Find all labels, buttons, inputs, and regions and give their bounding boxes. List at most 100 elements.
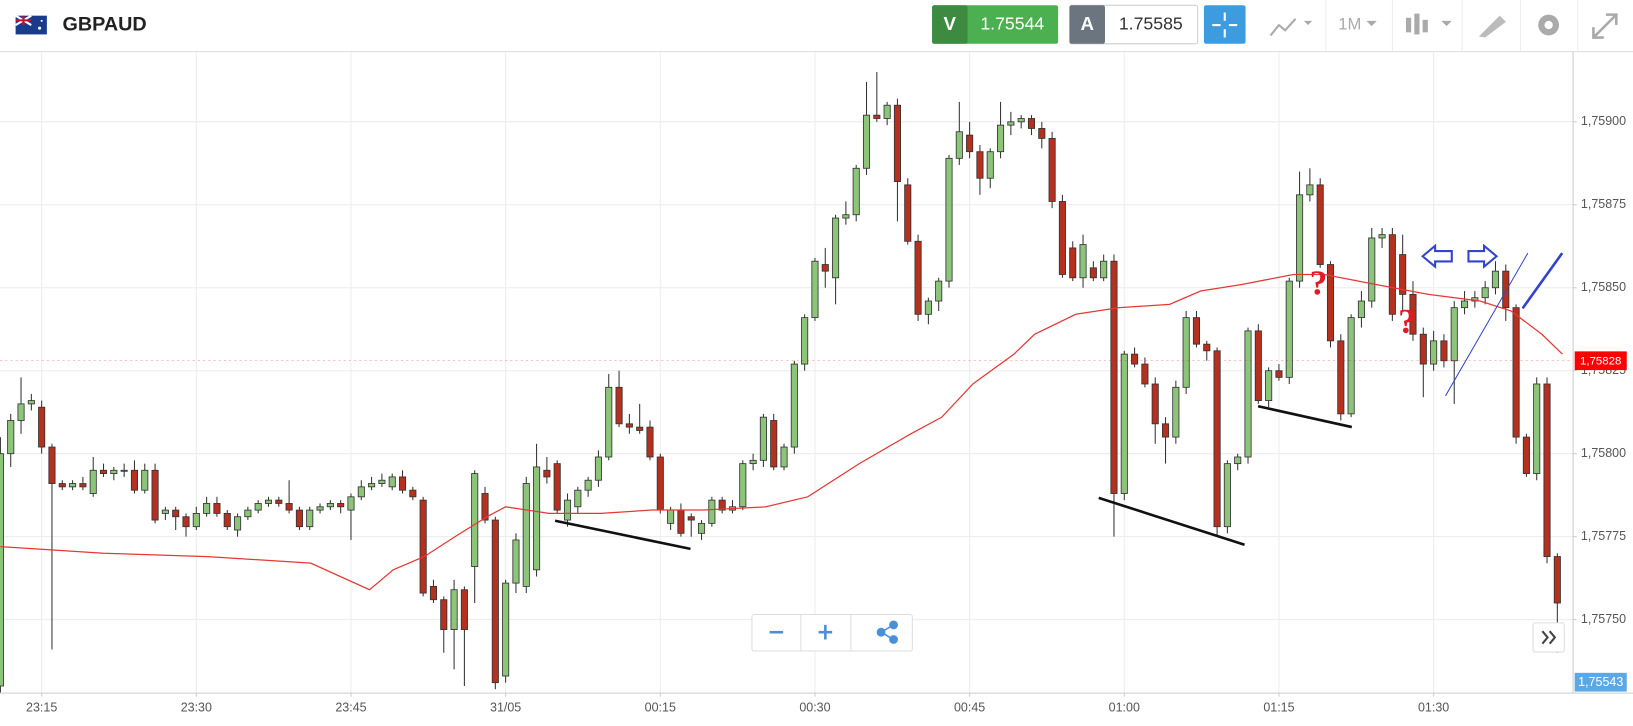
timeframe[interactable]: 1M (1338, 14, 1361, 33)
candle-body (1285, 280, 1293, 378)
candle-body (1275, 370, 1283, 378)
x-tick-label: 00:30 (799, 701, 830, 715)
candle-body (1357, 300, 1365, 319)
candle-body (79, 483, 87, 488)
candle-body (739, 463, 747, 508)
candle-body (574, 489, 582, 508)
candle-body (924, 300, 932, 315)
candle-body (1316, 184, 1324, 265)
plot (0, 72, 1573, 693)
candle-body (543, 469, 551, 478)
candle-body (440, 599, 448, 630)
question-mark: ? (1398, 301, 1416, 341)
candle-body (141, 469, 149, 491)
candle-body (419, 499, 427, 594)
candle-body (357, 486, 365, 498)
candle-body (27, 400, 35, 405)
candle-body (605, 386, 613, 458)
scroll-end-button[interactable] (1532, 622, 1565, 653)
candle-body (429, 586, 438, 601)
candle-body (388, 476, 396, 488)
candle-body (1254, 330, 1262, 401)
left-arrow (1420, 243, 1453, 269)
candle-body (38, 406, 46, 448)
crosshair-button[interactable] (1203, 5, 1246, 44)
candle-body (553, 463, 561, 511)
zoom-in[interactable] (818, 624, 833, 640)
bid-tag: 1,75543 (1574, 672, 1627, 692)
candle-body (1543, 383, 1551, 557)
candle-body (1481, 287, 1489, 299)
x-tick-label: 01:00 (1109, 701, 1140, 715)
candle-body (1430, 340, 1438, 365)
candle-body (7, 420, 15, 455)
candle-body (811, 260, 819, 319)
candle-body (130, 469, 138, 491)
candle-body (1069, 247, 1077, 279)
candle-body (398, 476, 407, 491)
candle-body (1368, 237, 1376, 302)
candle-body (502, 582, 510, 677)
candle-body (1213, 350, 1221, 528)
question-mark: ? (1310, 263, 1328, 303)
x-tick-label: 23:15 (26, 701, 57, 715)
candle-body (460, 589, 468, 630)
indicator-button[interactable] (1269, 18, 1313, 37)
settings-button[interactable] (1538, 14, 1560, 36)
candle-body (801, 317, 809, 365)
candle-body (759, 416, 767, 461)
candle-body (594, 456, 602, 481)
candle-body (656, 456, 664, 511)
candle-body (1027, 118, 1036, 129)
candle-body (1491, 270, 1500, 289)
flag (15, 14, 47, 35)
y-tick-label: 1,75850 (1581, 280, 1626, 294)
candle-body (1460, 300, 1469, 309)
chart-type-button[interactable] (1405, 13, 1452, 35)
candle-body (48, 446, 56, 484)
candle-body (1306, 184, 1314, 196)
candle-body (955, 131, 963, 159)
candle-body (873, 114, 881, 119)
share-button[interactable] (876, 620, 898, 644)
candle-body (491, 519, 499, 684)
buy-label: A (1081, 13, 1095, 34)
fullscreen-button[interactable] (1592, 13, 1618, 39)
candle-body (0, 453, 4, 687)
candle-body (275, 499, 283, 504)
candle-body (120, 469, 128, 472)
sell-button[interactable]: V 1.75544 (932, 5, 1059, 44)
candle-body (563, 499, 572, 521)
bid-tag-label: 1,75543 (1578, 675, 1623, 689)
candle-body (192, 512, 200, 528)
candle-body (244, 509, 252, 518)
candle-body (1058, 201, 1066, 275)
candle-body (997, 124, 1005, 153)
candle-body (89, 469, 97, 494)
candle-body (110, 469, 118, 475)
candle-body (698, 522, 706, 534)
candle-body (1100, 260, 1108, 279)
draw-button[interactable] (1478, 15, 1506, 38)
timeframe-caret (1366, 20, 1377, 27)
candle-body (1244, 330, 1252, 458)
candle-body (1161, 423, 1170, 438)
candle-body (1378, 234, 1386, 239)
candle-body (203, 503, 211, 514)
x-tick-label: 31/05 (490, 701, 521, 715)
candle-body (326, 503, 334, 508)
x-tick-label: 01:30 (1418, 701, 1449, 715)
candle-body (976, 151, 984, 179)
candle-body (213, 503, 221, 514)
candle-body (151, 469, 159, 521)
zoom-controls (751, 613, 913, 652)
candle-body (1388, 234, 1396, 315)
buy-button[interactable]: A 1.75585 (1069, 4, 1199, 45)
candle-body (1089, 267, 1097, 279)
x-tick-label: 00:45 (954, 701, 985, 715)
candle-body (295, 509, 303, 528)
candle-body (749, 459, 757, 465)
candle-body (842, 214, 850, 219)
